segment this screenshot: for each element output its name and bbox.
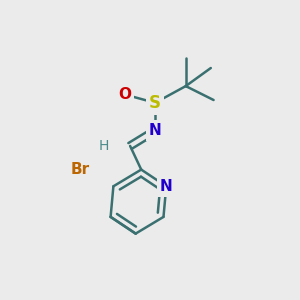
Text: S: S [149, 94, 161, 112]
Text: H: H [98, 139, 109, 153]
Text: Br: Br [70, 162, 90, 177]
Text: N: N [160, 179, 172, 194]
Text: N: N [149, 123, 161, 138]
Text: O: O [118, 87, 131, 102]
